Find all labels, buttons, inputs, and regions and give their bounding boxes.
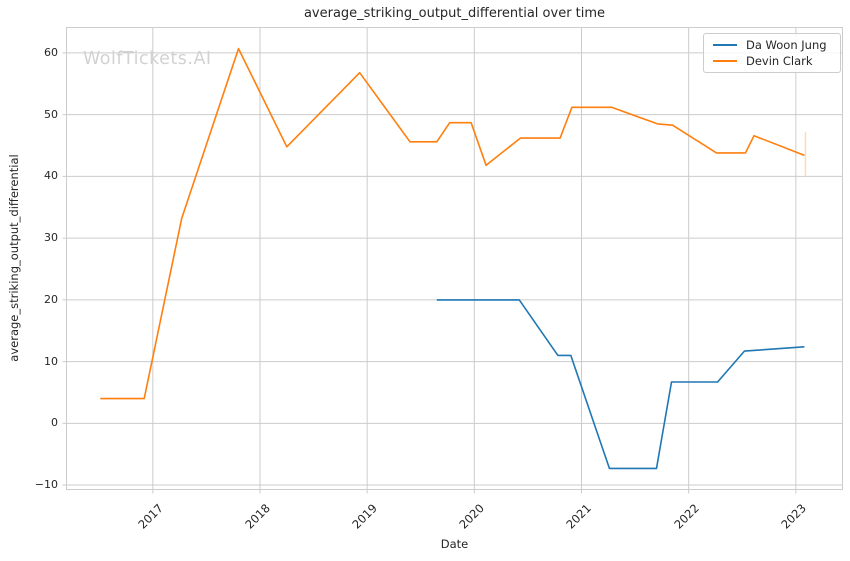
- legend-label: Devin Clark: [746, 54, 813, 68]
- watermark-text: WolfTickets.AI: [83, 49, 212, 69]
- legend-label: Da Woon Jung: [746, 38, 827, 52]
- legend-item-devin-clark: Devin Clark: [713, 54, 831, 68]
- y-tick-label: 20: [44, 292, 58, 306]
- x-axis-label: Date: [440, 537, 469, 551]
- series-line-devin-clark: [100, 47, 805, 400]
- chart-title: average_striking_output_differential ove…: [303, 6, 606, 21]
- y-tick-label: 50: [44, 107, 58, 121]
- y-tick-label: −10: [34, 478, 58, 492]
- legend-line-swatch-orange: [713, 60, 737, 62]
- legend-item-da-woon-jung: Da Woon Jung: [713, 38, 831, 52]
- y-tick-label: 10: [44, 354, 58, 368]
- y-tick-label: 40: [44, 169, 58, 183]
- series-line-da-woon-jung: [436, 299, 805, 470]
- y-tick-label: 30: [44, 231, 58, 245]
- legend-line-swatch-blue: [713, 44, 737, 46]
- y-tick-label: 60: [44, 45, 58, 59]
- y-axis-label: average_striking_output_differential: [7, 154, 21, 362]
- legend: Da Woon Jung Devin Clark: [703, 33, 841, 73]
- y-tick-label: 0: [51, 416, 58, 430]
- axes-spines: [66, 27, 843, 490]
